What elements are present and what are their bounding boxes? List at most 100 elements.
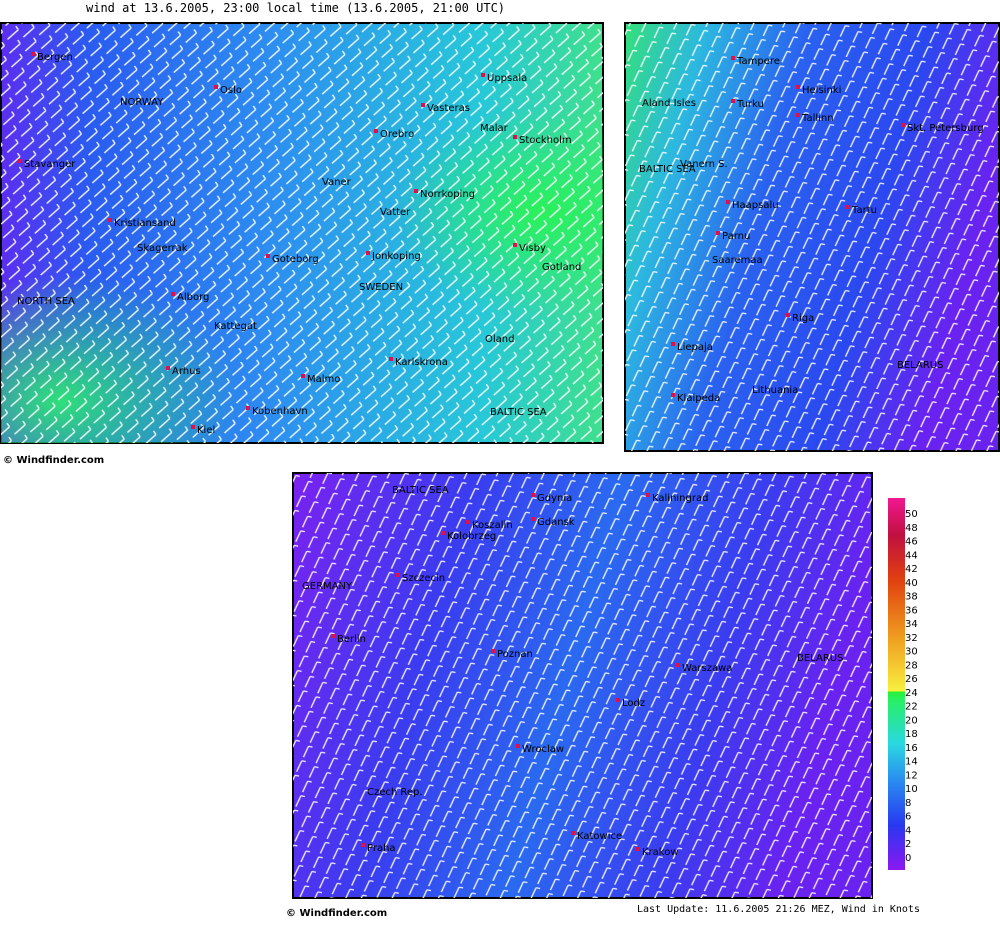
map-panel — [624, 22, 1000, 452]
place-label: BALTIC SEA — [392, 485, 449, 496]
city-marker — [366, 251, 370, 255]
scale-label: 12 — [905, 770, 918, 781]
city-marker — [571, 831, 575, 835]
place-label: Riga — [792, 313, 814, 324]
city-marker — [796, 85, 800, 89]
scale-label: 2 — [905, 839, 911, 850]
place-label: NORWAY — [120, 97, 164, 108]
title: wind at 13.6.2005, 23:00 local time (13.… — [86, 1, 505, 15]
city-marker — [481, 73, 485, 77]
city-marker — [466, 520, 470, 524]
city-marker — [374, 129, 378, 133]
place-label: Praha — [367, 843, 396, 854]
scale-label: 0 — [905, 853, 911, 864]
map-panel — [0, 22, 604, 444]
city-marker — [441, 531, 445, 535]
place-label: Stockholm — [519, 135, 572, 146]
place-label: Skagerrak — [137, 243, 188, 254]
place-label: Tallinn — [801, 113, 834, 124]
place-label: Uppsala — [487, 73, 527, 84]
place-label: Oslo — [220, 85, 242, 96]
place-label: Turku — [736, 99, 764, 110]
city-marker — [676, 663, 680, 667]
place-label: Stavanger — [24, 159, 76, 170]
scale-label: 38 — [905, 592, 918, 603]
city-marker — [786, 313, 790, 317]
place-label: Skt. Petersburg — [907, 123, 984, 134]
place-label: Helsinki — [802, 85, 841, 96]
scale-label: 50 — [905, 509, 918, 520]
place-label: Lithuania — [752, 385, 798, 396]
place-label: Tartu — [851, 205, 877, 216]
scale-label: 20 — [905, 715, 918, 726]
place-label: Bergen — [37, 52, 73, 63]
scale-label: 32 — [905, 633, 918, 644]
scale-label: 14 — [905, 757, 918, 768]
place-label: Norrkoping — [420, 189, 475, 200]
place-label: Czech Rep. — [367, 787, 423, 798]
scale-label: 44 — [905, 550, 918, 561]
scale-label: 8 — [905, 798, 911, 809]
place-label: Gdansk — [537, 517, 575, 528]
place-label: Liepaja — [677, 342, 713, 353]
place-label: Orebro — [380, 129, 414, 140]
city-marker — [108, 218, 112, 222]
place-label: Malar — [480, 123, 509, 134]
city-marker — [361, 843, 365, 847]
scale-label: 4 — [905, 825, 911, 836]
place-label: GERMANY — [302, 581, 353, 592]
scale-label: 6 — [905, 812, 911, 823]
place-label: Koszalin — [472, 520, 513, 531]
place-label: Kobenhavn — [252, 406, 308, 417]
place-label: Lodz — [622, 698, 645, 709]
scale-label: 46 — [905, 537, 918, 548]
place-label: BALTIC SEA — [639, 164, 696, 175]
scale-label: 16 — [905, 743, 918, 754]
city-marker — [671, 342, 675, 346]
place-label: Tampere — [736, 56, 780, 67]
city-marker — [166, 366, 170, 370]
city-marker — [731, 99, 735, 103]
city-marker — [513, 243, 517, 247]
place-label: Oland — [485, 334, 514, 345]
place-label: SWEDEN — [359, 282, 403, 293]
city-marker — [421, 103, 425, 107]
city-marker — [414, 189, 418, 193]
city-marker — [266, 254, 270, 258]
scale-label: 34 — [905, 619, 918, 630]
city-marker — [646, 493, 650, 497]
city-marker — [846, 205, 850, 209]
place-label: Jonkoping — [371, 251, 421, 262]
place-label: Vanern S. — [680, 159, 728, 170]
place-label: Berlin — [337, 634, 366, 645]
place-label: Aland Isles — [642, 98, 696, 109]
last-update: Last Update: 11.6.2005 21:26 MEZ, Wind i… — [637, 904, 920, 915]
scale-label: 48 — [905, 523, 918, 534]
city-marker — [901, 123, 905, 127]
place-label: Arhus — [172, 366, 201, 377]
city-marker — [726, 200, 730, 204]
place-label: Haapsalu — [732, 200, 779, 211]
city-marker — [191, 425, 195, 429]
city-marker — [491, 649, 495, 653]
place-label: Warszawa — [682, 663, 732, 674]
city-marker — [531, 517, 535, 521]
scale-label: 22 — [905, 702, 918, 713]
city-marker — [531, 493, 535, 497]
credit: © Windfinder.com — [286, 908, 387, 919]
city-marker — [513, 135, 517, 139]
place-label: Vatter — [380, 207, 411, 218]
credit: © Windfinder.com — [3, 455, 104, 466]
scale-label: 36 — [905, 605, 918, 616]
city-marker — [516, 744, 520, 748]
place-label: Kiel — [197, 425, 215, 436]
place-label: Gdynia — [537, 493, 572, 504]
place-label: Vaner — [322, 177, 352, 188]
scale-label: 10 — [905, 784, 918, 795]
city-marker — [716, 231, 720, 235]
city-marker — [301, 374, 305, 378]
color-scale — [888, 498, 905, 870]
city-marker — [636, 847, 640, 851]
